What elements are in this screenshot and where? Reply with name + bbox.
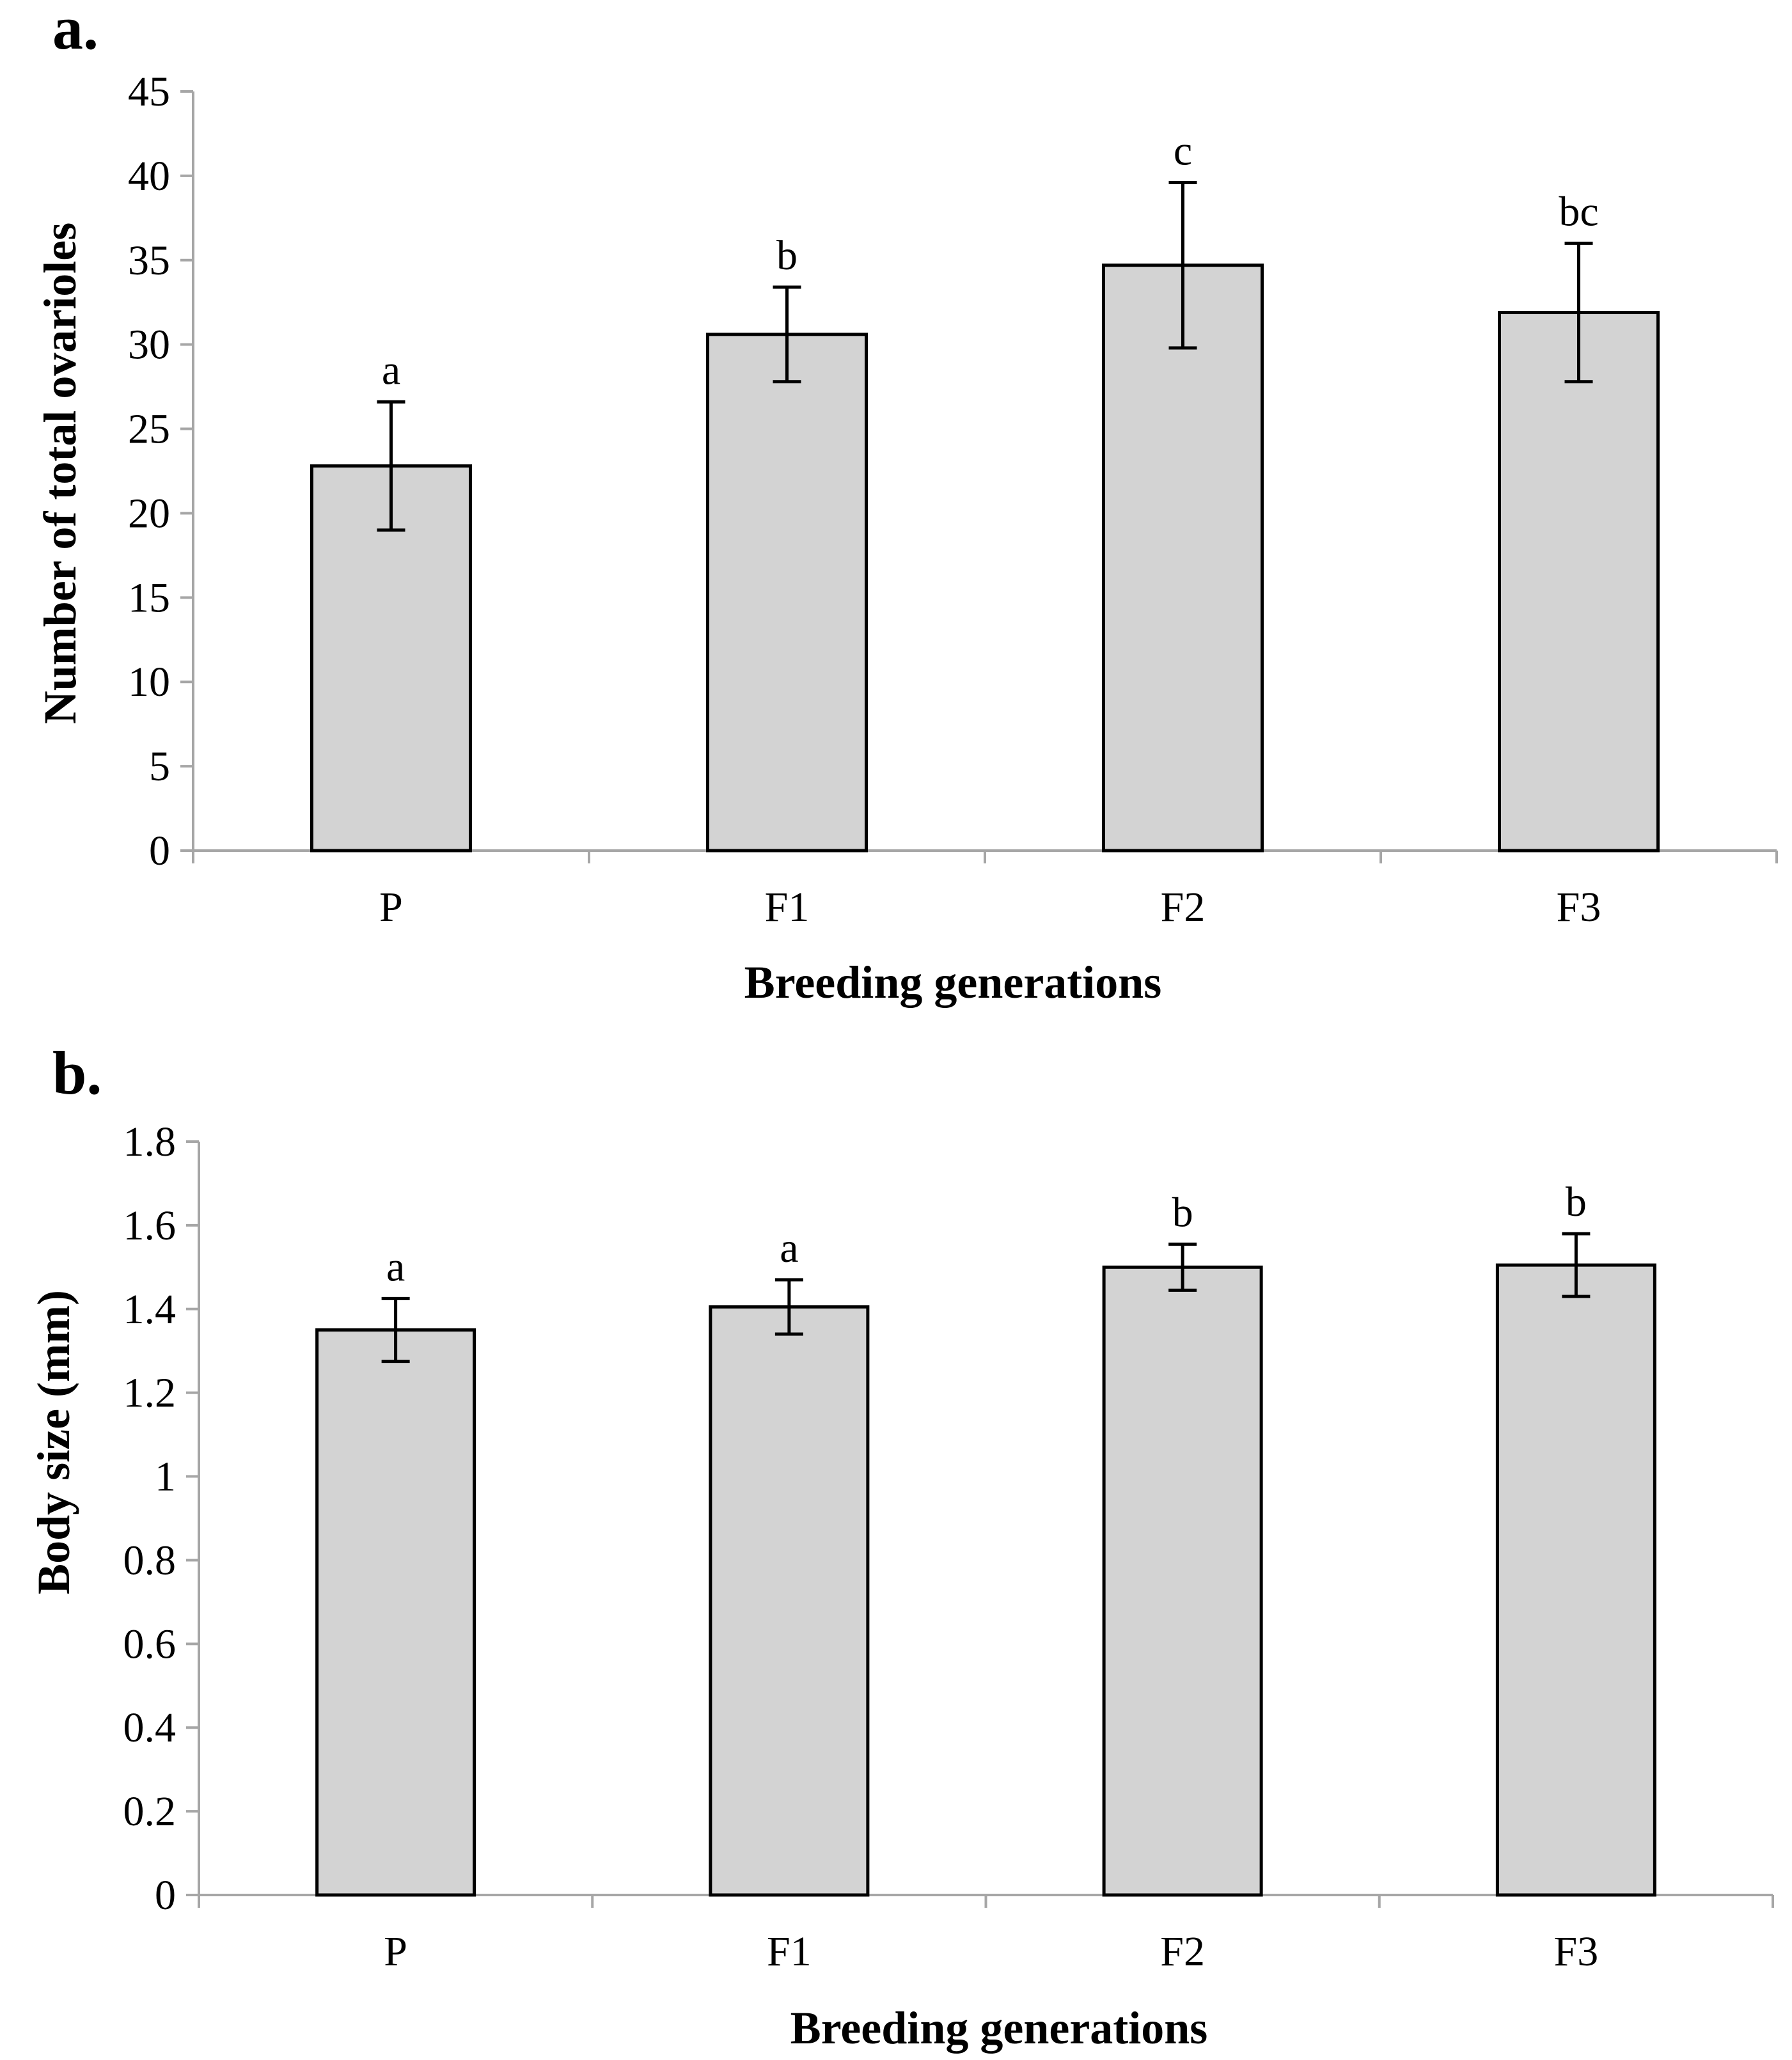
significance-letter-f2: b: [1172, 1189, 1193, 1236]
x-tick-label-f2: F2: [1160, 1928, 1205, 1975]
y-tick-label: 0.8: [123, 1537, 177, 1584]
y-tick-label: 15: [128, 574, 170, 621]
bar-f1: [706, 333, 868, 853]
x-axis-title-b: Breeding generations: [790, 2002, 1208, 2054]
y-tick-labels-b: 0 0.2 0.4 0.6 0.8 1 1.2 1.4 1.6 1.8: [123, 1119, 177, 1919]
y-tick-label: 10: [128, 659, 170, 705]
y-tick-label: 1.6: [123, 1202, 177, 1249]
y-axis-title-b: Body size (mm): [28, 1290, 79, 1594]
bar-f2: [1102, 263, 1264, 853]
error-bars-a: [377, 180, 1593, 532]
y-tick-label: 0.4: [123, 1704, 177, 1751]
x-tick-label-f3: F3: [1557, 884, 1601, 931]
x-tick-label-f3: F3: [1554, 1928, 1599, 1975]
y-tick-label: 0: [149, 828, 170, 874]
y-tick-label: 1.2: [123, 1370, 177, 1417]
y-tick-label: 0.6: [123, 1621, 177, 1667]
y-tick-label: 20: [128, 490, 170, 537]
significance-letter-f1: b: [776, 232, 798, 279]
y-tick-label: 45: [128, 68, 170, 115]
x-tick-label-f2: F2: [1161, 884, 1206, 931]
significance-letter-f2: c: [1174, 127, 1192, 174]
x-tick-label-f1: F1: [767, 1928, 812, 1975]
panel-label-b: b.: [52, 1039, 102, 1107]
bar-f2: [1102, 1265, 1263, 1897]
bars-b: [315, 1263, 1656, 1897]
chart-panel-b: b. 0 0.2 0.4 0.6 0.8 1 1.2 1.4 1.6 1.8 a a b b P F1 F2…: [28, 1039, 1774, 2054]
y-tick-labels-a: 0 5 10 15 20 25 30 35 40 45: [128, 68, 170, 874]
significance-letters-b: a a b b: [386, 1179, 1587, 1290]
panel-label-a: a.: [52, 0, 98, 62]
error-bars-b: [381, 1232, 1591, 1364]
bar-p: [315, 1328, 476, 1897]
significance-letter-p: a: [382, 347, 400, 393]
y-tick-label: 1.8: [123, 1119, 177, 1165]
y-tick-label: 0: [155, 1872, 176, 1919]
y-tick-label: 5: [149, 743, 170, 790]
y-tick-label: 40: [128, 153, 170, 200]
x-tick-labels-b: P F1 F2 F3: [384, 1928, 1598, 1975]
y-tick-label: 1: [155, 1454, 176, 1500]
y-tick-label: 0.2: [123, 1788, 177, 1835]
bar-f1: [709, 1305, 870, 1897]
bars-a: [310, 263, 1660, 853]
x-tick-labels-a: P F1 F2 F3: [379, 884, 1601, 931]
x-tick-label-f1: F1: [765, 884, 810, 931]
x-tick-label-p: P: [379, 884, 403, 931]
x-tick-label-p: P: [384, 1928, 407, 1975]
significance-letter-f1: a: [780, 1225, 798, 1271]
y-tick-label: 30: [128, 322, 170, 368]
significance-letter-f3: bc: [1559, 188, 1598, 235]
y-tick-label: 25: [128, 406, 170, 453]
bar-f3: [1498, 311, 1660, 853]
significance-letter-p: a: [386, 1243, 405, 1290]
y-tick-label: 35: [128, 237, 170, 284]
x-axis-title-a: Breeding generations: [744, 957, 1162, 1008]
bar-f3: [1495, 1263, 1656, 1897]
y-axis-title-a: Number of total ovarioles: [35, 223, 86, 725]
significance-letter-f3: b: [1566, 1179, 1587, 1225]
y-tick-label: 1.4: [123, 1286, 177, 1333]
